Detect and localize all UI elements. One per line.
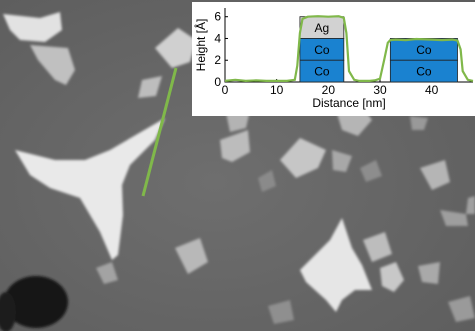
x-tick-label: 0 xyxy=(222,83,229,97)
x-tick-label: 10 xyxy=(270,83,284,97)
layer-label-ag: Ag xyxy=(315,21,330,35)
x-axis-label: Distance [nm] xyxy=(312,96,385,110)
layer-label-co: Co xyxy=(416,65,432,79)
layer-blocks: Ag Co Co Co Co xyxy=(300,17,458,82)
y-tick-label: 2 xyxy=(214,53,221,67)
y-tick-label: 4 xyxy=(214,31,221,45)
x-tick-label: 20 xyxy=(322,83,336,97)
x-tick-label: 40 xyxy=(425,83,439,97)
y-axis-label: Height [Å] xyxy=(193,19,208,72)
y-tick-label: 0 xyxy=(214,75,221,89)
layer-label-co: Co xyxy=(314,43,330,57)
y-ticks: 0 2 4 6 xyxy=(214,10,228,89)
layer-label-co: Co xyxy=(416,43,432,57)
y-tick-label: 6 xyxy=(214,10,221,24)
layer-label-co: Co xyxy=(314,65,330,79)
x-tick-label: 30 xyxy=(373,83,387,97)
